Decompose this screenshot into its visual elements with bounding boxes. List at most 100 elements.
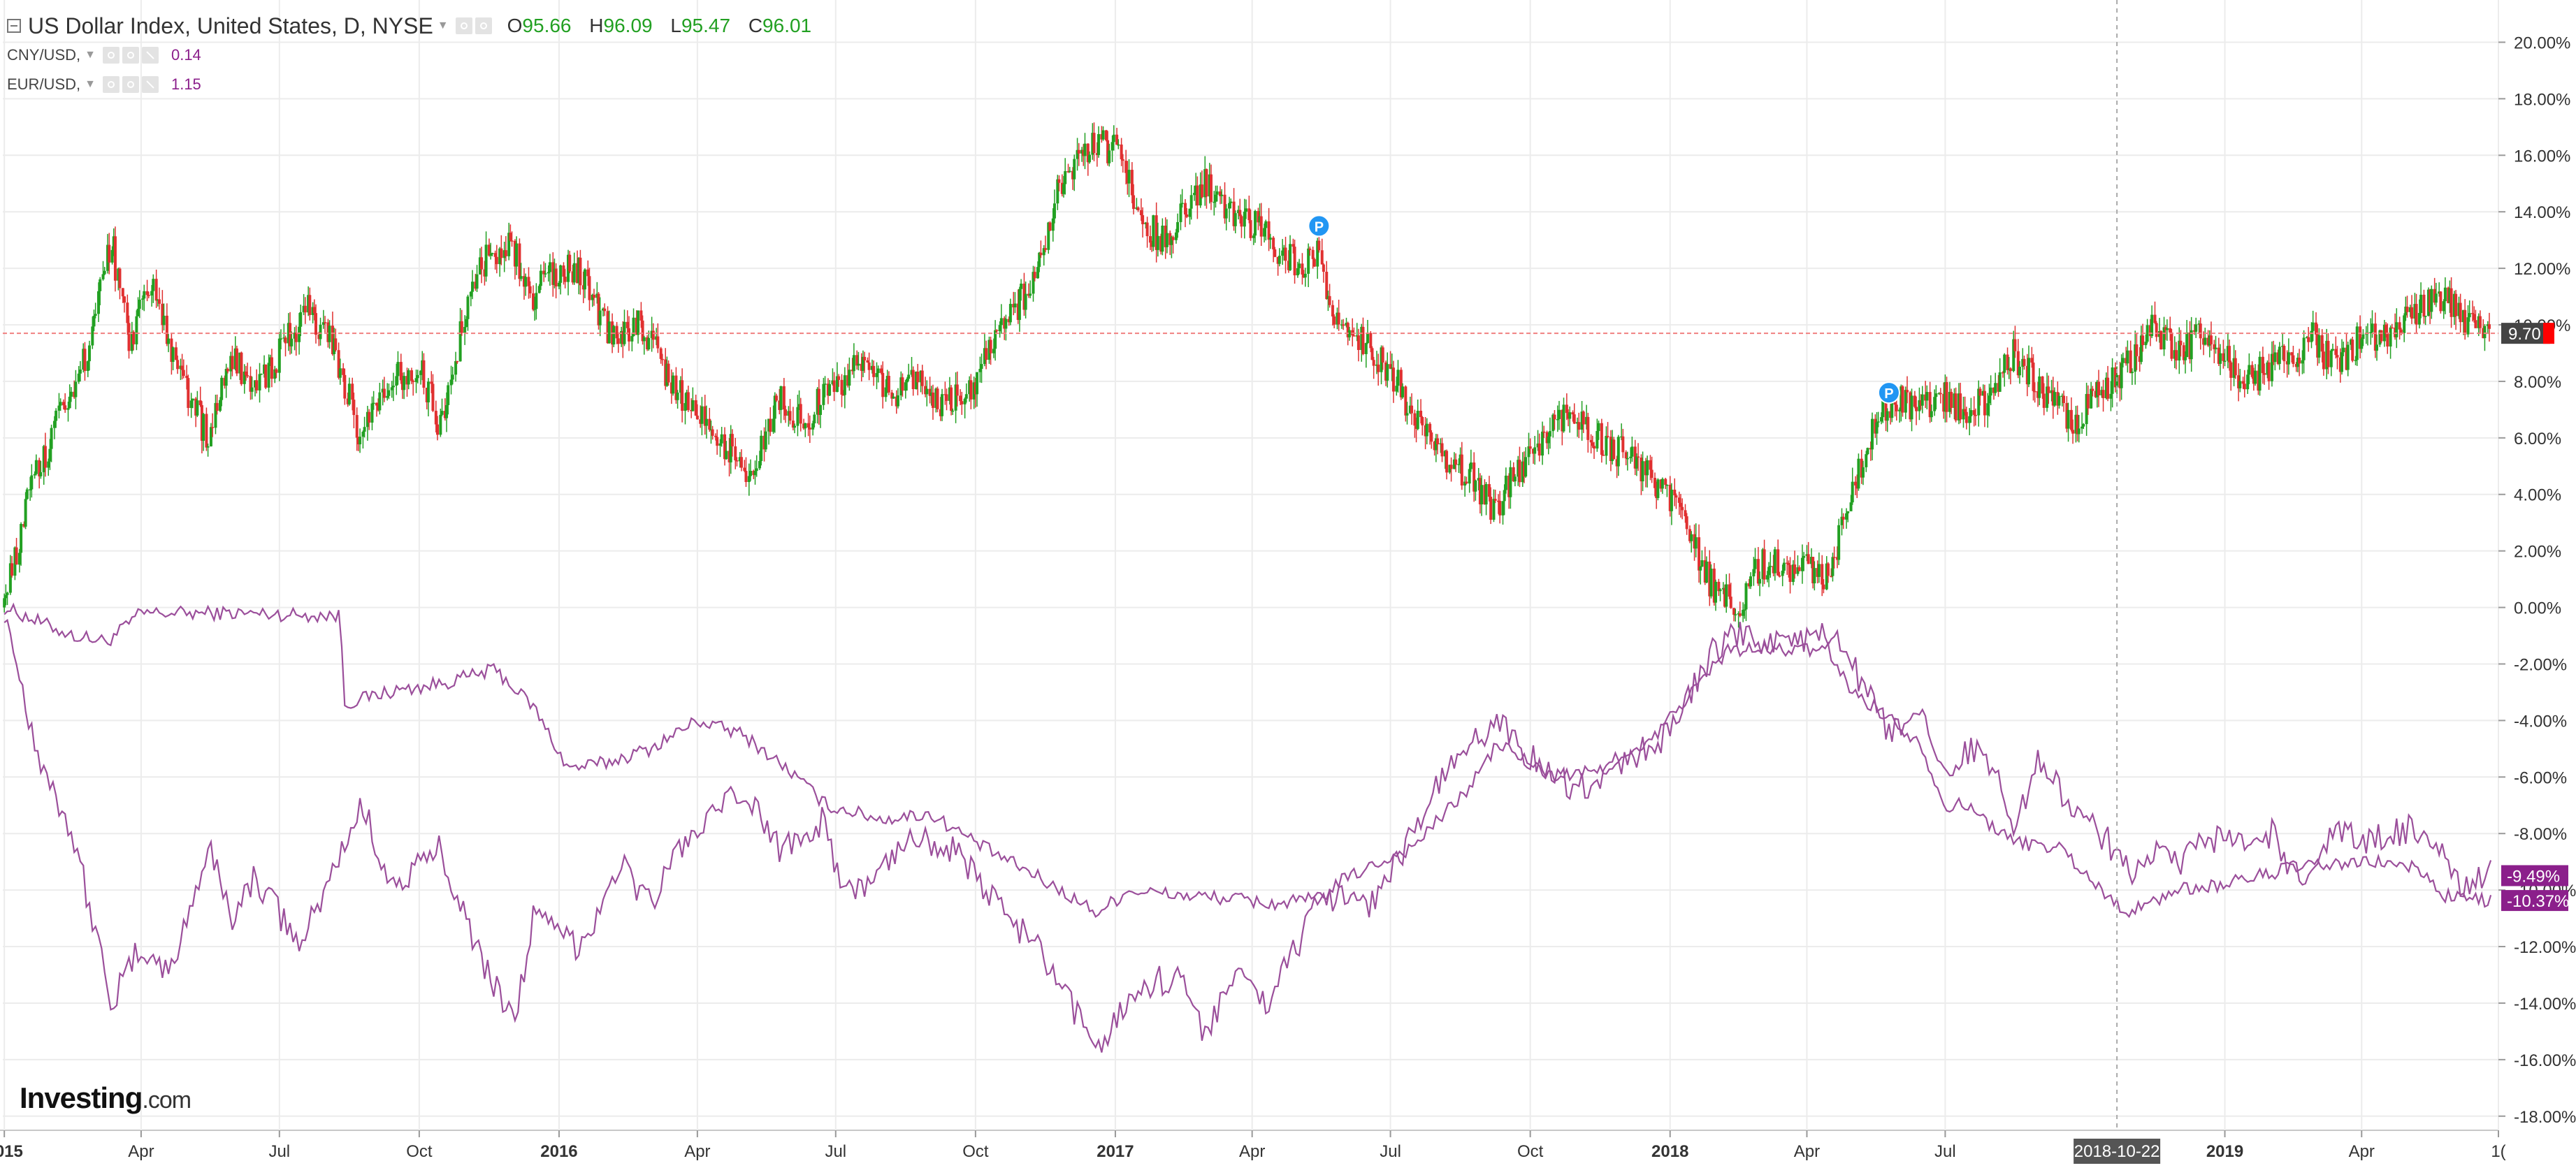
candle-body	[572, 263, 576, 283]
legend-main[interactable]: US Dollar Index, United States, D, NYSE …	[7, 11, 824, 41]
candle-body	[896, 395, 899, 407]
candle-body	[588, 276, 591, 300]
candle-body	[851, 370, 854, 372]
candle-body	[4, 594, 8, 599]
eye-icon[interactable]	[455, 17, 472, 34]
candle-body	[1493, 499, 1497, 501]
chevron-down-icon[interactable]: ▼	[85, 78, 96, 90]
candle-body	[1930, 411, 1933, 418]
candle-body	[121, 288, 124, 297]
candle-body	[1272, 238, 1275, 249]
eye-icon[interactable]	[102, 47, 120, 64]
candle-body	[1517, 460, 1520, 477]
candle-body	[1336, 312, 1339, 325]
candle-body	[823, 384, 827, 385]
chevron-down-icon[interactable]: ▼	[85, 49, 96, 61]
candle-body	[2331, 349, 2334, 351]
candle-body	[630, 336, 634, 342]
candle-body	[1463, 481, 1467, 486]
candle-body	[1728, 584, 1731, 597]
candle-body	[1821, 564, 1824, 585]
candle-body	[1737, 613, 1740, 615]
candle-body	[1521, 461, 1524, 483]
candle-body	[782, 386, 786, 410]
candle-body	[547, 272, 550, 274]
settings-icon[interactable]	[122, 76, 139, 93]
candle-body	[1389, 364, 1392, 369]
candle-body	[2141, 335, 2145, 346]
close-icon[interactable]	[141, 47, 159, 64]
settings-icon[interactable]	[122, 47, 139, 64]
settings-icon[interactable]	[475, 17, 492, 34]
candle-body	[1100, 133, 1104, 140]
candle-body	[1395, 386, 1398, 392]
candle-body	[1800, 557, 1804, 571]
candle-body	[293, 333, 296, 339]
y-tick-label: -14.00%	[2514, 995, 2576, 1014]
candle-body	[2410, 307, 2414, 319]
candle-body	[2053, 392, 2056, 406]
candle-body	[943, 394, 947, 395]
candle-body	[1370, 348, 1374, 360]
candle-body	[936, 388, 939, 409]
candle-body	[509, 233, 512, 241]
legend-cny[interactable]: CNY/USD, ▼ 0.14	[7, 41, 824, 70]
candle-body	[122, 296, 126, 303]
candle-body	[581, 285, 585, 290]
candle-body	[1424, 425, 1427, 437]
candle-body	[799, 404, 802, 424]
y-tick-label: 8.00%	[2514, 373, 2561, 392]
chevron-down-icon[interactable]: ▼	[437, 20, 449, 31]
candle-body	[2371, 323, 2374, 333]
candle-body	[951, 410, 955, 412]
candle-body	[135, 316, 138, 344]
candle-body	[2429, 289, 2432, 312]
candle-body	[1215, 191, 1219, 195]
candle-body	[267, 363, 270, 388]
candle-body	[1507, 475, 1511, 497]
candle-body	[1484, 483, 1488, 505]
candle-body	[1377, 364, 1380, 372]
candle-body	[2106, 377, 2110, 399]
candle-body	[2426, 289, 2430, 316]
candle-body	[2413, 304, 2417, 319]
candle-body	[2223, 360, 2227, 362]
eye-icon[interactable]	[102, 76, 120, 93]
candle-body	[1060, 182, 1064, 194]
candle-body	[691, 400, 695, 411]
candle-body	[52, 421, 56, 428]
candle-body	[563, 277, 567, 282]
candle-body	[2403, 315, 2406, 333]
candle-body	[1293, 247, 1296, 276]
candle-body	[994, 330, 997, 349]
candle-body	[2113, 367, 2117, 388]
candle-body	[2419, 294, 2423, 314]
close-icon[interactable]	[141, 76, 159, 93]
candle-body	[1725, 584, 1728, 607]
candle-body	[519, 276, 523, 279]
candle-body	[2229, 362, 2233, 378]
candle-body	[1900, 386, 1903, 410]
candle-body	[539, 270, 542, 286]
candle-body	[1624, 452, 1628, 459]
candle-body	[1572, 414, 1576, 424]
candle-body	[1252, 235, 1255, 238]
candle-body	[307, 295, 310, 313]
candle-body	[1273, 249, 1277, 257]
legend-eur[interactable]: EUR/USD, ▼ 1.15	[7, 70, 824, 99]
candle-body	[2336, 355, 2339, 358]
candle-body	[440, 411, 444, 415]
candle-body	[1419, 410, 1423, 417]
candle-body	[1869, 448, 1872, 450]
candle-body	[158, 299, 161, 304]
collapse-icon[interactable]	[7, 19, 21, 33]
candle-body	[592, 294, 595, 298]
candle-body	[366, 411, 369, 428]
candle-body	[2243, 384, 2246, 390]
candle-body	[48, 448, 52, 462]
candle-body	[1064, 170, 1067, 184]
candle-body	[391, 386, 395, 388]
candle-body	[2232, 358, 2236, 378]
candle-body	[2461, 309, 2465, 323]
